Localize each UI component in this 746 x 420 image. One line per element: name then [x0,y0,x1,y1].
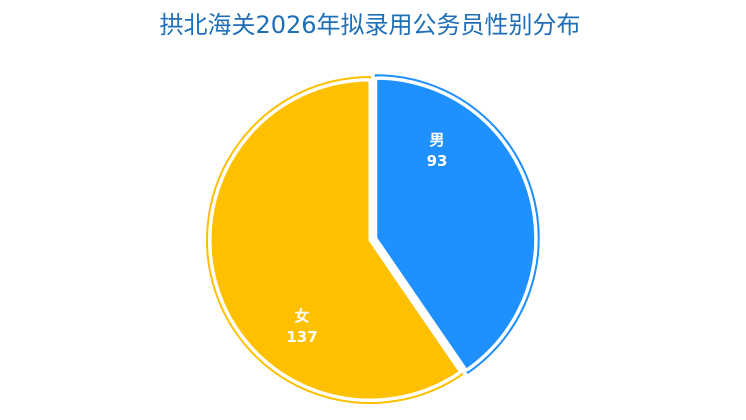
slice [208,78,463,402]
slice-value: 93 [427,152,448,170]
slice-category: 女 [294,307,309,325]
slice-value: 137 [286,328,317,346]
slice-outline [374,74,540,375]
slice-outline [206,75,464,404]
slice [374,76,538,373]
chart-title: 拱北海关2026年拟录用公务员性别分布 [159,11,580,39]
slice-category: 男 [429,131,444,149]
